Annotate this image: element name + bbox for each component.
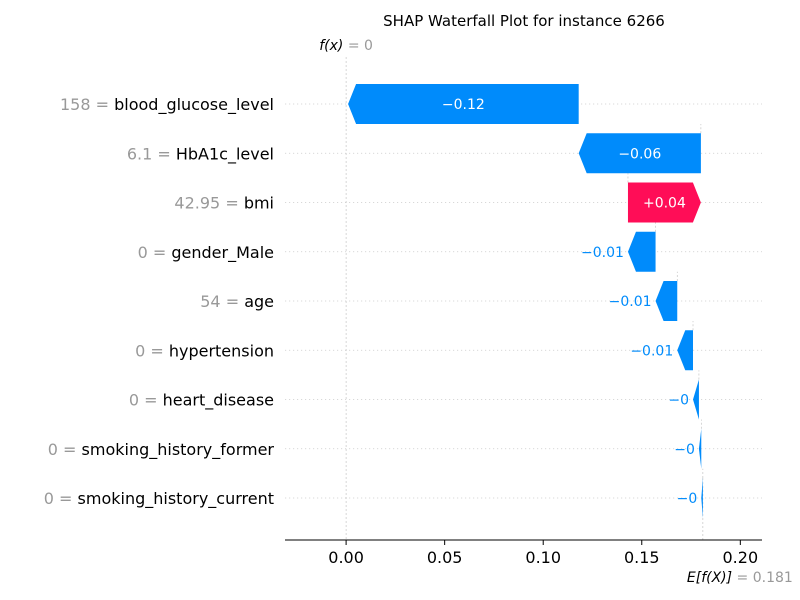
bar-value-label: −0.01 <box>609 294 652 310</box>
x-tick-label: 0.10 <box>525 548 561 567</box>
bar-smoking_history_former <box>698 428 702 469</box>
bar-bmi <box>627 182 701 223</box>
x-axis: 0.00 0.05 0.10 0.15 0.20 <box>285 539 762 567</box>
feature-name: smoking_history_former <box>82 440 275 460</box>
bar-value-label: −0.12 <box>442 97 485 113</box>
feature-name: HbA1c_level <box>176 144 274 164</box>
feature-value: 0 = <box>135 341 169 360</box>
feature-name: smoking_history_current <box>78 489 274 509</box>
feature-label-blood_glucose_level: 158 = blood_glucose_level <box>60 95 274 115</box>
bar-value-label: −0 <box>668 393 689 409</box>
fx-annotation: f(x) = 0 <box>319 38 373 54</box>
bar-value-label: −0.01 <box>630 343 673 359</box>
bar-blood_glucose_level <box>348 84 579 124</box>
feature-name: age <box>244 292 274 311</box>
feature-value: 158 = <box>60 95 114 114</box>
feature-value: 6.1 = <box>127 144 176 163</box>
x-tick-label: 0.00 <box>328 548 364 567</box>
bar-value-label: −0.01 <box>581 245 624 261</box>
connector-lines <box>345 57 704 540</box>
feature-value: 0 = <box>48 440 82 459</box>
feature-name: gender_Male <box>171 243 274 263</box>
bar-value-label: −0.06 <box>618 146 661 162</box>
bar-age <box>655 281 678 321</box>
feature-value: 0 = <box>138 243 172 262</box>
chart-title: SHAP Waterfall Plot for instance 6266 <box>383 12 665 30</box>
feature-value: 54 = <box>200 292 244 311</box>
x-tick-label: 0.20 <box>723 548 759 567</box>
feature-name: heart_disease <box>163 391 274 411</box>
feature-label-hypertension: 0 = hypertension <box>135 341 274 360</box>
x-tick-label: 0.15 <box>624 548 660 567</box>
feature-label-age: 54 = age <box>200 292 274 311</box>
bar-smoking_history_current <box>701 478 703 518</box>
bar-gender_Male <box>627 231 656 272</box>
feature-name: blood_glucose_level <box>114 95 274 115</box>
bar-value-label: −0 <box>674 442 695 458</box>
bar-value-label: +0.04 <box>643 196 686 212</box>
bar-value-label: −0 <box>677 491 698 507</box>
bar-hypertension <box>677 330 694 371</box>
fx-label: f(x) = 0 <box>319 38 373 54</box>
feature-label-smoking_history_former: 0 = smoking_history_former <box>48 440 275 460</box>
feature-value: 42.95 = <box>174 194 243 213</box>
feature-label-heart_disease: 0 = heart_disease <box>129 391 274 411</box>
bars: −0.12 −0.06 +0.04 −0.01 −0.01 −0.01 −0 −0 −0 <box>348 84 703 518</box>
x-tick-label: 0.05 <box>427 548 463 567</box>
expected-value-annotation: E[f(X)] = 0.181 <box>687 570 793 586</box>
feature-name: bmi <box>244 194 274 213</box>
bar-HbA1c_level <box>578 133 701 174</box>
feature-label-gender_Male: 0 = gender_Male <box>138 243 274 263</box>
feature-label-HbA1c_level: 6.1 = HbA1c_level <box>127 144 274 164</box>
feature-label-bmi: 42.95 = bmi <box>174 194 274 213</box>
feature-name: hypertension <box>169 341 274 360</box>
feature-labels: 158 = blood_glucose_level 6.1 = HbA1c_lev… <box>44 95 275 509</box>
bar-heart_disease <box>693 379 699 420</box>
feature-value: 0 = <box>129 391 163 410</box>
feature-value: 0 = <box>44 489 78 508</box>
feature-label-smoking_history_current: 0 = smoking_history_current <box>44 489 274 509</box>
ex-label: E[f(X)] = 0.181 <box>687 570 793 586</box>
